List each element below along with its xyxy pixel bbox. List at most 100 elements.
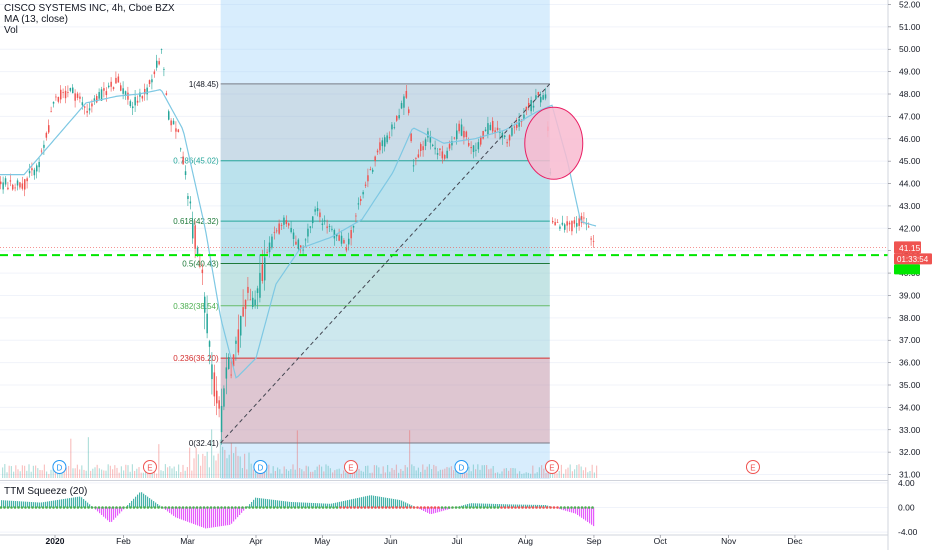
candle-body <box>480 136 482 145</box>
volume-bar <box>398 472 400 478</box>
dividend-marker[interactable]: D <box>253 460 268 474</box>
squeeze-dot <box>62 506 66 509</box>
candle-body <box>122 88 124 94</box>
volume-bar <box>345 472 347 478</box>
volume-bar <box>180 471 182 478</box>
momentum-bar <box>41 502 43 508</box>
momentum-bar <box>285 501 287 508</box>
candle-body <box>271 236 273 248</box>
volume-bar <box>411 464 413 478</box>
osc-tick-label: -4.00 <box>898 527 918 537</box>
momentum-bar <box>249 504 251 508</box>
candle-body <box>410 133 412 142</box>
candle-body <box>309 226 312 228</box>
volume-bar <box>565 469 567 478</box>
volume-bar <box>422 464 424 478</box>
momentum-bar <box>159 505 161 508</box>
candle-body <box>28 170 31 174</box>
momentum-bar <box>157 504 159 508</box>
volume-bar <box>274 470 276 478</box>
momentum-bar <box>35 502 37 508</box>
squeeze-dot <box>150 506 153 509</box>
volume-bar <box>303 471 305 478</box>
candle-body <box>583 217 585 219</box>
momentum-bar <box>17 501 19 508</box>
candle-body <box>345 247 348 251</box>
volume-bar <box>241 468 243 478</box>
volume-bar <box>213 455 215 478</box>
candle-body <box>391 124 393 130</box>
momentum-bar <box>75 497 77 508</box>
squeeze-dot <box>17 506 20 509</box>
earnings-marker[interactable]: E <box>745 460 760 474</box>
ma-indicator-label[interactable]: MA (13, close) <box>4 14 68 25</box>
momentum-bar <box>29 501 31 508</box>
momentum-bar <box>83 499 85 508</box>
momentum-bar <box>457 506 459 508</box>
volume-bar <box>272 466 274 478</box>
momentum-bar <box>39 502 41 508</box>
momentum-bar <box>227 507 229 526</box>
momentum-bar <box>37 502 39 508</box>
volume-bar <box>140 472 142 478</box>
squeeze-dot <box>370 506 374 509</box>
candle-body <box>376 150 379 153</box>
momentum-bar <box>233 507 235 522</box>
volume-bar <box>76 464 78 478</box>
candle-body <box>307 228 309 237</box>
earnings-marker[interactable]: E <box>142 460 157 474</box>
volume-bar <box>472 464 474 478</box>
volume-bar <box>470 471 472 478</box>
price-tick-label: 51.00 <box>899 22 921 32</box>
momentum-bar <box>225 507 227 526</box>
momentum-bar <box>559 507 561 510</box>
squeeze-dot <box>6 506 10 509</box>
momentum-bar <box>305 502 307 508</box>
fib-zone <box>220 221 550 264</box>
candle-body <box>259 272 261 298</box>
oscillator-label[interactable]: TTM Squeeze (20) <box>4 486 88 497</box>
squeeze-dot <box>73 506 76 509</box>
volume-bar <box>109 465 111 478</box>
volume-bar <box>26 470 28 478</box>
candle-body <box>451 141 453 146</box>
volume-bar <box>589 470 591 478</box>
candle-body <box>316 208 319 212</box>
symbol-title[interactable]: CISCO SYSTEMS INC, 4h, Cboe BZX <box>4 3 175 14</box>
momentum-bar <box>143 493 145 508</box>
squeeze-dot <box>59 506 62 509</box>
dividend-marker[interactable]: D <box>454 460 469 474</box>
volume-bar <box>131 464 133 478</box>
momentum-bar <box>163 507 165 509</box>
candle-body <box>254 299 256 306</box>
momentum-bar <box>323 503 325 508</box>
candle-body <box>331 228 333 230</box>
squeeze-dot <box>573 506 577 509</box>
candle-body <box>369 169 372 171</box>
volume-indicator-label[interactable]: Vol <box>4 25 18 36</box>
squeeze-dot <box>188 506 192 509</box>
candle-body <box>52 102 55 104</box>
price-tick-label: 44.00 <box>899 179 921 189</box>
volume-bar <box>2 467 4 478</box>
event-marker-label: D <box>459 464 465 473</box>
momentum-bar <box>199 507 201 527</box>
squeeze-dot <box>52 506 55 509</box>
squeeze-dot <box>241 506 244 509</box>
volume-bar <box>314 470 316 478</box>
candle-body <box>177 129 180 133</box>
candle-body <box>40 150 43 152</box>
earnings-marker[interactable]: E <box>544 460 559 474</box>
squeeze-dot <box>136 506 139 509</box>
time-tick-label: Jun <box>384 536 398 546</box>
squeeze-dot <box>111 506 115 509</box>
squeeze-dot <box>279 506 283 509</box>
volume-bar <box>301 469 303 478</box>
momentum-bar <box>171 507 173 515</box>
dividend-marker[interactable]: D <box>52 460 67 474</box>
squeeze-dot <box>444 506 447 509</box>
momentum-bar <box>517 504 519 508</box>
earnings-marker[interactable]: E <box>343 460 358 474</box>
momentum-bar <box>359 497 361 508</box>
